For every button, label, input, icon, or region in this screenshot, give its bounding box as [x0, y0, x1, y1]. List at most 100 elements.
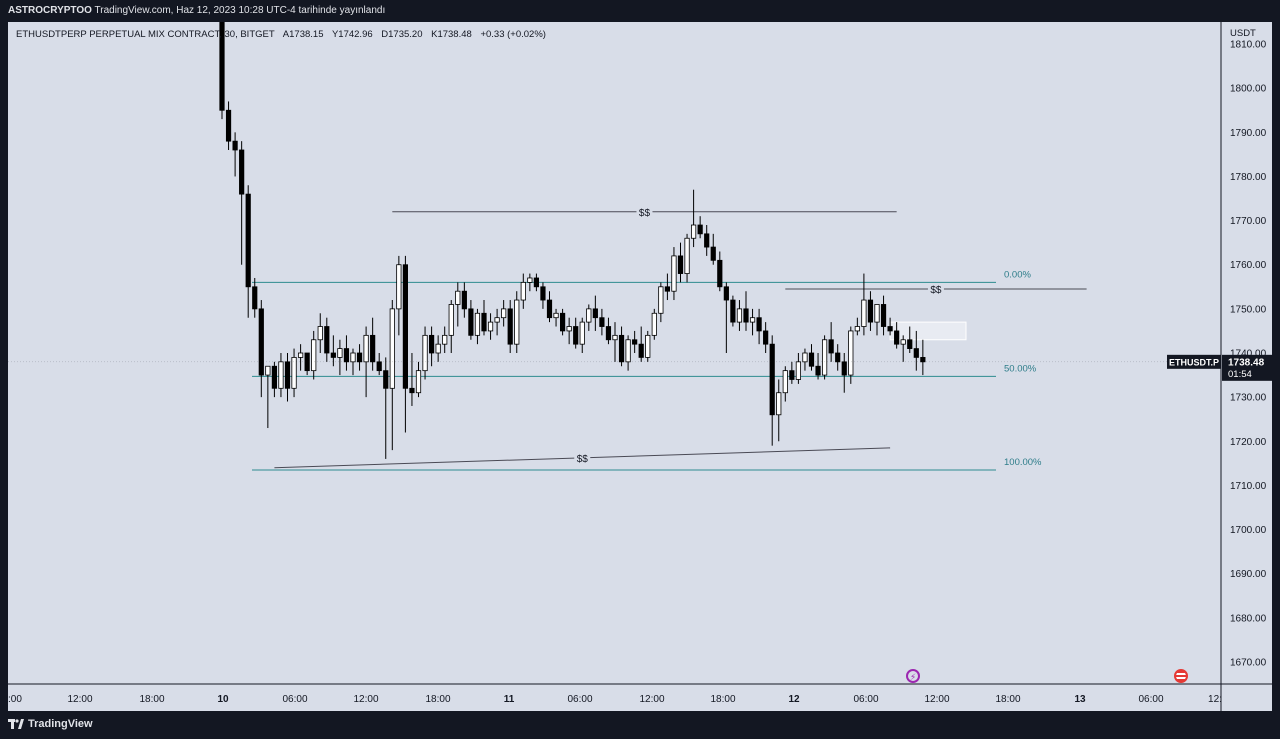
candle-body	[658, 286, 664, 314]
candle-body	[514, 299, 520, 345]
liquidity-label: $$	[930, 285, 942, 296]
candle-body	[710, 246, 716, 261]
lightning-icon[interactable]: ⚡	[906, 669, 920, 683]
candle-body	[409, 387, 415, 394]
candle-body	[756, 317, 762, 332]
candle-body	[553, 312, 559, 319]
candle-body	[769, 343, 775, 416]
x-tick-label: 12:	[1208, 694, 1222, 705]
candle-body	[232, 140, 238, 151]
x-tick-label: 06:00	[282, 694, 307, 705]
y-tick-label: 1680.00	[1230, 613, 1267, 624]
candle-body	[435, 343, 441, 354]
candle-body	[494, 317, 500, 323]
x-tick-label: 12:00	[639, 694, 664, 705]
tradingview-brand[interactable]: TradingView	[8, 718, 93, 730]
y-tick-label: 1720.00	[1230, 437, 1267, 448]
candle-body	[579, 321, 585, 345]
x-tick-label: 12:00	[924, 694, 949, 705]
symbol-badge	[1167, 354, 1221, 369]
candle-body	[461, 290, 467, 310]
candle-body	[383, 370, 389, 389]
legend-low: D1735.20	[381, 29, 423, 40]
candle-body	[527, 277, 533, 283]
x-tick-label: 18:00	[995, 694, 1020, 705]
candle-body	[501, 308, 507, 319]
candle-body	[258, 308, 264, 376]
y-tick-label: 1800.00	[1230, 84, 1267, 95]
zone-rectangle	[889, 321, 967, 341]
candle-body	[239, 149, 245, 195]
y-tick-label: 1780.00	[1230, 172, 1267, 183]
candle-body	[343, 348, 350, 363]
candle-body	[763, 330, 769, 345]
liquidity-label: $$	[639, 208, 651, 219]
liquidity-label-bg	[927, 283, 944, 296]
candle-body	[691, 224, 697, 239]
candle-body	[533, 277, 540, 288]
candle-body	[278, 361, 284, 389]
candle-body	[311, 339, 317, 372]
candle-body	[907, 339, 913, 349]
candle-body	[822, 339, 828, 376]
candle-body	[828, 339, 834, 354]
candle-body	[442, 334, 448, 345]
y-axis-unit: USDT	[1230, 28, 1256, 39]
candle-body	[560, 312, 566, 332]
x-tick-label: :00	[8, 694, 22, 705]
liquidity-label: $$	[577, 454, 589, 465]
price-badge-value: 1738.48	[1228, 357, 1265, 368]
candle-body	[880, 304, 887, 327]
legend-change: +0.33 (+0.02%)	[480, 29, 546, 40]
x-tick-label: 12	[788, 694, 800, 705]
candle-body	[651, 312, 657, 336]
candle-body	[245, 193, 251, 288]
brand-name: TradingView	[28, 718, 93, 730]
y-tick-label: 1690.00	[1230, 569, 1267, 580]
candle-body	[422, 334, 428, 372]
x-tick-label: 10	[217, 694, 229, 705]
chart-frame[interactable]: USDT 1810.00 1800.00 1790.00 1780.00 1770.00 1…	[8, 22, 1272, 711]
candle-body	[808, 352, 815, 367]
publish-text: TradingView.com, Haz 12, 2023 10:28 UTC-…	[94, 5, 386, 16]
x-tick-label: 18:00	[425, 694, 450, 705]
candle-body	[252, 286, 258, 310]
us-flag-icon[interactable]	[1174, 669, 1188, 683]
candle-body	[618, 334, 625, 363]
candle-body	[736, 308, 743, 323]
legend-open: A1738.15	[282, 29, 324, 40]
x-tick-label: 12:00	[353, 694, 378, 705]
y-tick-label: 1740.00	[1230, 349, 1267, 360]
y-tick-label: 1670.00	[1230, 657, 1267, 668]
fib-level-label: 100.00%	[1004, 457, 1042, 468]
candle-body	[265, 365, 271, 376]
legend-symbol: ETHUSDTPERP PERPETUAL MIX CONTRACT, 30, …	[16, 29, 275, 40]
candle-body	[350, 352, 356, 363]
y-tick-label: 1700.00	[1230, 525, 1267, 536]
candle-body	[913, 348, 919, 358]
candle-body	[894, 330, 900, 345]
candle-body	[599, 317, 605, 327]
candle-body	[789, 370, 795, 380]
candle-body	[297, 352, 304, 358]
candle-body	[507, 308, 513, 345]
candle-body	[815, 365, 821, 376]
candle-body	[874, 304, 880, 323]
y-tick-label: 1790.00	[1230, 128, 1267, 139]
author-name: ASTROCRYPTOO	[8, 5, 92, 16]
x-tick-label: 06:00	[567, 694, 592, 705]
candle-body	[468, 308, 474, 336]
candle-body	[749, 317, 756, 323]
candle-body	[664, 286, 671, 292]
candle-body	[625, 339, 631, 363]
candle-body	[428, 334, 435, 354]
x-tick-label: 12:00	[67, 694, 92, 705]
candle-body	[415, 370, 422, 394]
fib-level-label: 0.00%	[1004, 269, 1031, 280]
candle-body	[920, 357, 926, 363]
candle-body	[854, 326, 860, 332]
candle-body	[481, 312, 487, 332]
price-badge-countdown: 01:54	[1228, 369, 1252, 380]
candle-body	[867, 299, 874, 323]
